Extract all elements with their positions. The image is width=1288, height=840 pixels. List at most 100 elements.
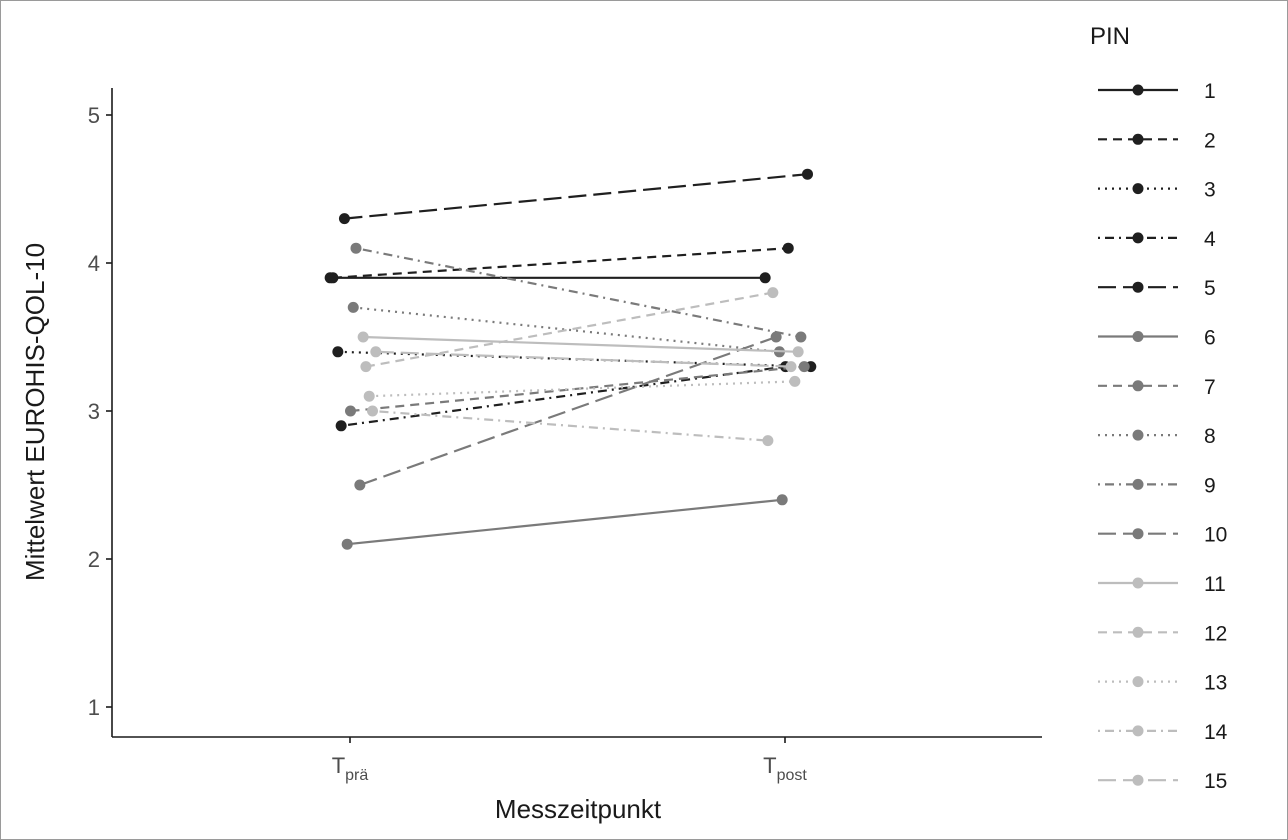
- y-tick-label: 2: [88, 547, 100, 572]
- legend-label: 7: [1204, 376, 1216, 399]
- x-ticks: Tprä Tpost: [332, 737, 807, 784]
- legend-item-2: 2: [1098, 129, 1216, 152]
- legend-item-6: 6: [1098, 327, 1216, 350]
- legend-item-3: 3: [1098, 179, 1216, 202]
- legend-item-15: 15: [1098, 770, 1227, 793]
- data-point: [332, 346, 344, 358]
- legend-item-9: 9: [1098, 474, 1216, 497]
- x-tick-label: Tpost: [763, 753, 807, 784]
- data-point: [357, 331, 369, 343]
- series-pin-4: [335, 361, 791, 432]
- legend-marker: [1132, 133, 1144, 145]
- x-tick-label: Tprä: [332, 753, 369, 784]
- series-pin-10: [354, 331, 782, 491]
- legend-label: 15: [1204, 770, 1227, 793]
- data-point: [327, 272, 339, 284]
- legend-marker: [1132, 183, 1144, 195]
- y-tick-label: 5: [88, 103, 100, 128]
- legend-marker: [1132, 429, 1144, 441]
- legend-item-13: 13: [1098, 672, 1227, 695]
- legend-item-4: 4: [1098, 228, 1216, 251]
- series-pin-13: [363, 375, 801, 402]
- data-point: [767, 287, 779, 299]
- series-line: [363, 335, 799, 353]
- data-point: [776, 494, 788, 506]
- legend-label: 9: [1204, 474, 1216, 497]
- data-point: [360, 361, 372, 373]
- legend-item-8: 8: [1098, 425, 1216, 448]
- series-pin-7: [345, 361, 810, 417]
- series-layer: [324, 168, 817, 550]
- legend-marker: [1132, 478, 1144, 490]
- series-pin-1: [324, 272, 771, 284]
- data-point: [792, 346, 804, 358]
- series-line: [372, 409, 768, 442]
- legend-item-10: 10: [1098, 524, 1227, 547]
- series-pin-11: [357, 331, 804, 358]
- legend-label: 12: [1204, 622, 1227, 645]
- data-point: [341, 538, 353, 550]
- legend-item-14: 14: [1098, 721, 1228, 744]
- y-tick-label: 4: [88, 251, 100, 276]
- data-point: [354, 479, 366, 491]
- data-point: [370, 346, 382, 358]
- data-point: [795, 331, 807, 343]
- data-point: [367, 405, 378, 417]
- series-line: [332, 247, 789, 279]
- legend-item-1: 1: [1098, 80, 1216, 103]
- axes: 1 2 3 4 5 Tprä Tpost: [88, 88, 1042, 784]
- series-line: [355, 247, 802, 339]
- data-point: [762, 435, 774, 447]
- y-ticks: 1 2 3 4 5: [88, 103, 112, 720]
- legend-marker: [1132, 725, 1144, 737]
- series-line: [344, 173, 808, 220]
- legend-marker: [1132, 380, 1144, 392]
- legend-label: 5: [1204, 277, 1216, 300]
- y-tick-label: 3: [88, 399, 100, 424]
- legend-label: 3: [1204, 179, 1216, 202]
- data-point: [789, 375, 801, 387]
- legend-label: 1: [1204, 80, 1216, 103]
- legend-label: 2: [1204, 129, 1216, 152]
- series-pin-15: [370, 346, 797, 373]
- data-point: [347, 301, 359, 313]
- legend-marker: [1132, 676, 1144, 688]
- legend-item-12: 12: [1098, 622, 1227, 645]
- y-axis-title: Mittelwert EUROHIS-QOL-10: [20, 243, 50, 581]
- series-pin-9: [350, 242, 807, 343]
- legend-marker: [1132, 331, 1144, 342]
- series-pin-5: [338, 168, 813, 225]
- legend-marker: [1132, 774, 1144, 786]
- data-point: [785, 361, 797, 373]
- legend-label: 4: [1204, 228, 1216, 251]
- legend-item-7: 7: [1098, 376, 1216, 399]
- legend-item-11: 11: [1098, 573, 1226, 596]
- legend-marker: [1132, 84, 1144, 96]
- legend-label: 11: [1204, 573, 1226, 596]
- legend-label: 13: [1204, 672, 1227, 695]
- legend-marker: [1132, 232, 1144, 244]
- data-point: [798, 361, 810, 373]
- series-pin-14: [367, 405, 774, 447]
- data-point: [770, 331, 782, 343]
- series-line: [375, 350, 792, 368]
- legend-label: 14: [1204, 721, 1228, 744]
- data-point: [338, 213, 350, 225]
- legend-item-5: 5: [1098, 277, 1216, 300]
- data-point: [345, 405, 356, 417]
- data-point: [802, 168, 813, 180]
- data-point: [335, 420, 347, 432]
- series-line: [350, 365, 805, 413]
- legend-marker: [1132, 626, 1144, 638]
- legend-marker: [1132, 528, 1144, 540]
- legend-marker: [1132, 281, 1144, 293]
- y-tick-label: 1: [88, 695, 100, 720]
- legend-label: 6: [1204, 327, 1216, 350]
- x-axis-title: Messzeitpunkt: [495, 794, 662, 824]
- data-point: [782, 242, 794, 254]
- legend-label: 10: [1204, 524, 1227, 547]
- series-line: [353, 306, 780, 353]
- data-point: [759, 272, 771, 284]
